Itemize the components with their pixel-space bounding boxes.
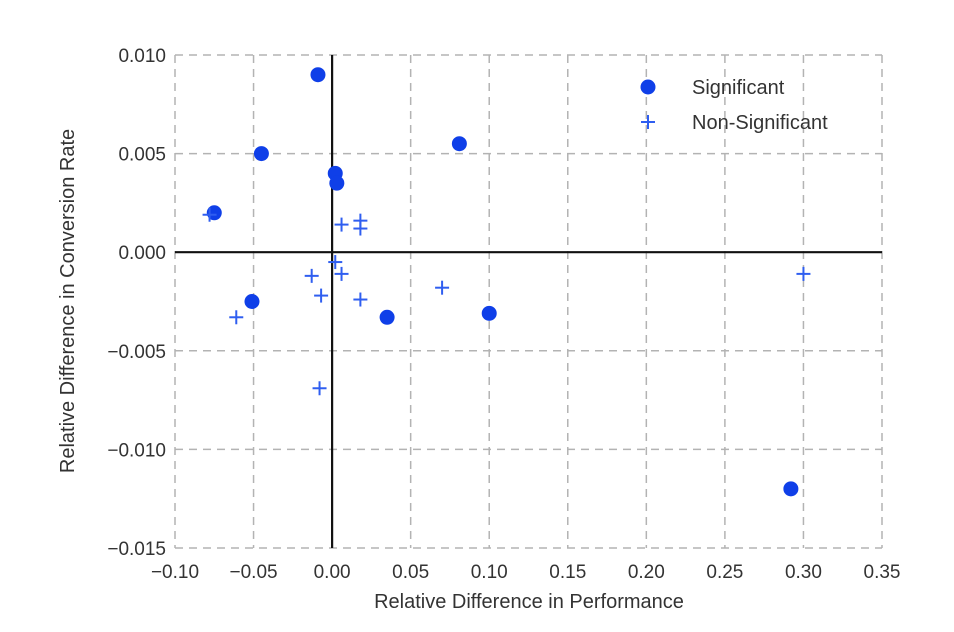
non-significant-point — [796, 266, 811, 281]
x-tick-label: 0.35 — [864, 562, 901, 583]
non-significant-point — [328, 255, 343, 270]
non-significant-point — [202, 207, 217, 222]
x-tick-label: 0.00 — [314, 562, 351, 583]
axes-layer — [175, 55, 882, 548]
non-significant-point — [312, 381, 327, 396]
legend-label-non-significant: Non-Significant — [692, 112, 828, 134]
significant-point — [310, 67, 326, 83]
y-tick-label: 0.005 — [118, 145, 166, 166]
non-significant-point — [353, 292, 368, 307]
significant-point — [379, 309, 395, 325]
non-significant-point — [314, 288, 329, 303]
non-significant-point — [229, 310, 244, 325]
y-axis-label: Relative Difference in Conversion Rate — [57, 129, 79, 473]
non-significant-point — [353, 221, 368, 236]
x-tick-label: 0.20 — [628, 562, 665, 583]
y-tick-label: 0.000 — [118, 243, 166, 264]
x-tick-label: 0.10 — [471, 562, 508, 583]
significant-point — [451, 136, 467, 152]
y-tick-label: −0.010 — [107, 440, 166, 461]
y-tick-label: −0.015 — [107, 539, 166, 560]
legend: Significant Non-Significant — [640, 77, 828, 134]
non-significant-point — [334, 266, 349, 281]
ticks-layer: −0.10 −0.05 0.00 0.05 0.10 0.15 0.20 0.25 0.30 0.… — [107, 46, 900, 583]
x-tick-label: 0.05 — [392, 562, 429, 583]
x-tick-label: −0.10 — [151, 562, 199, 583]
legend-marker-non-significant — [641, 115, 655, 129]
legend-label-significant: Significant — [692, 77, 785, 99]
significant-point — [329, 175, 345, 191]
x-tick-label: 0.15 — [549, 562, 586, 583]
x-tick-label: 0.30 — [785, 562, 822, 583]
legend-marker-significant — [640, 79, 656, 95]
non-significant-point — [304, 268, 319, 283]
points-layer — [202, 67, 811, 497]
significant-point — [481, 305, 497, 321]
significant-point — [253, 146, 269, 162]
x-tick-label: 0.25 — [706, 562, 743, 583]
y-tick-label: 0.010 — [118, 46, 166, 67]
x-axis-label: Relative Difference in Performance — [374, 591, 684, 613]
y-tick-label: −0.005 — [107, 342, 166, 363]
non-significant-point — [435, 280, 450, 295]
non-significant-point — [334, 217, 349, 232]
x-tick-label: −0.05 — [230, 562, 278, 583]
significant-point — [783, 481, 799, 497]
grid-layer — [174, 54, 883, 549]
significant-point — [244, 294, 260, 309]
